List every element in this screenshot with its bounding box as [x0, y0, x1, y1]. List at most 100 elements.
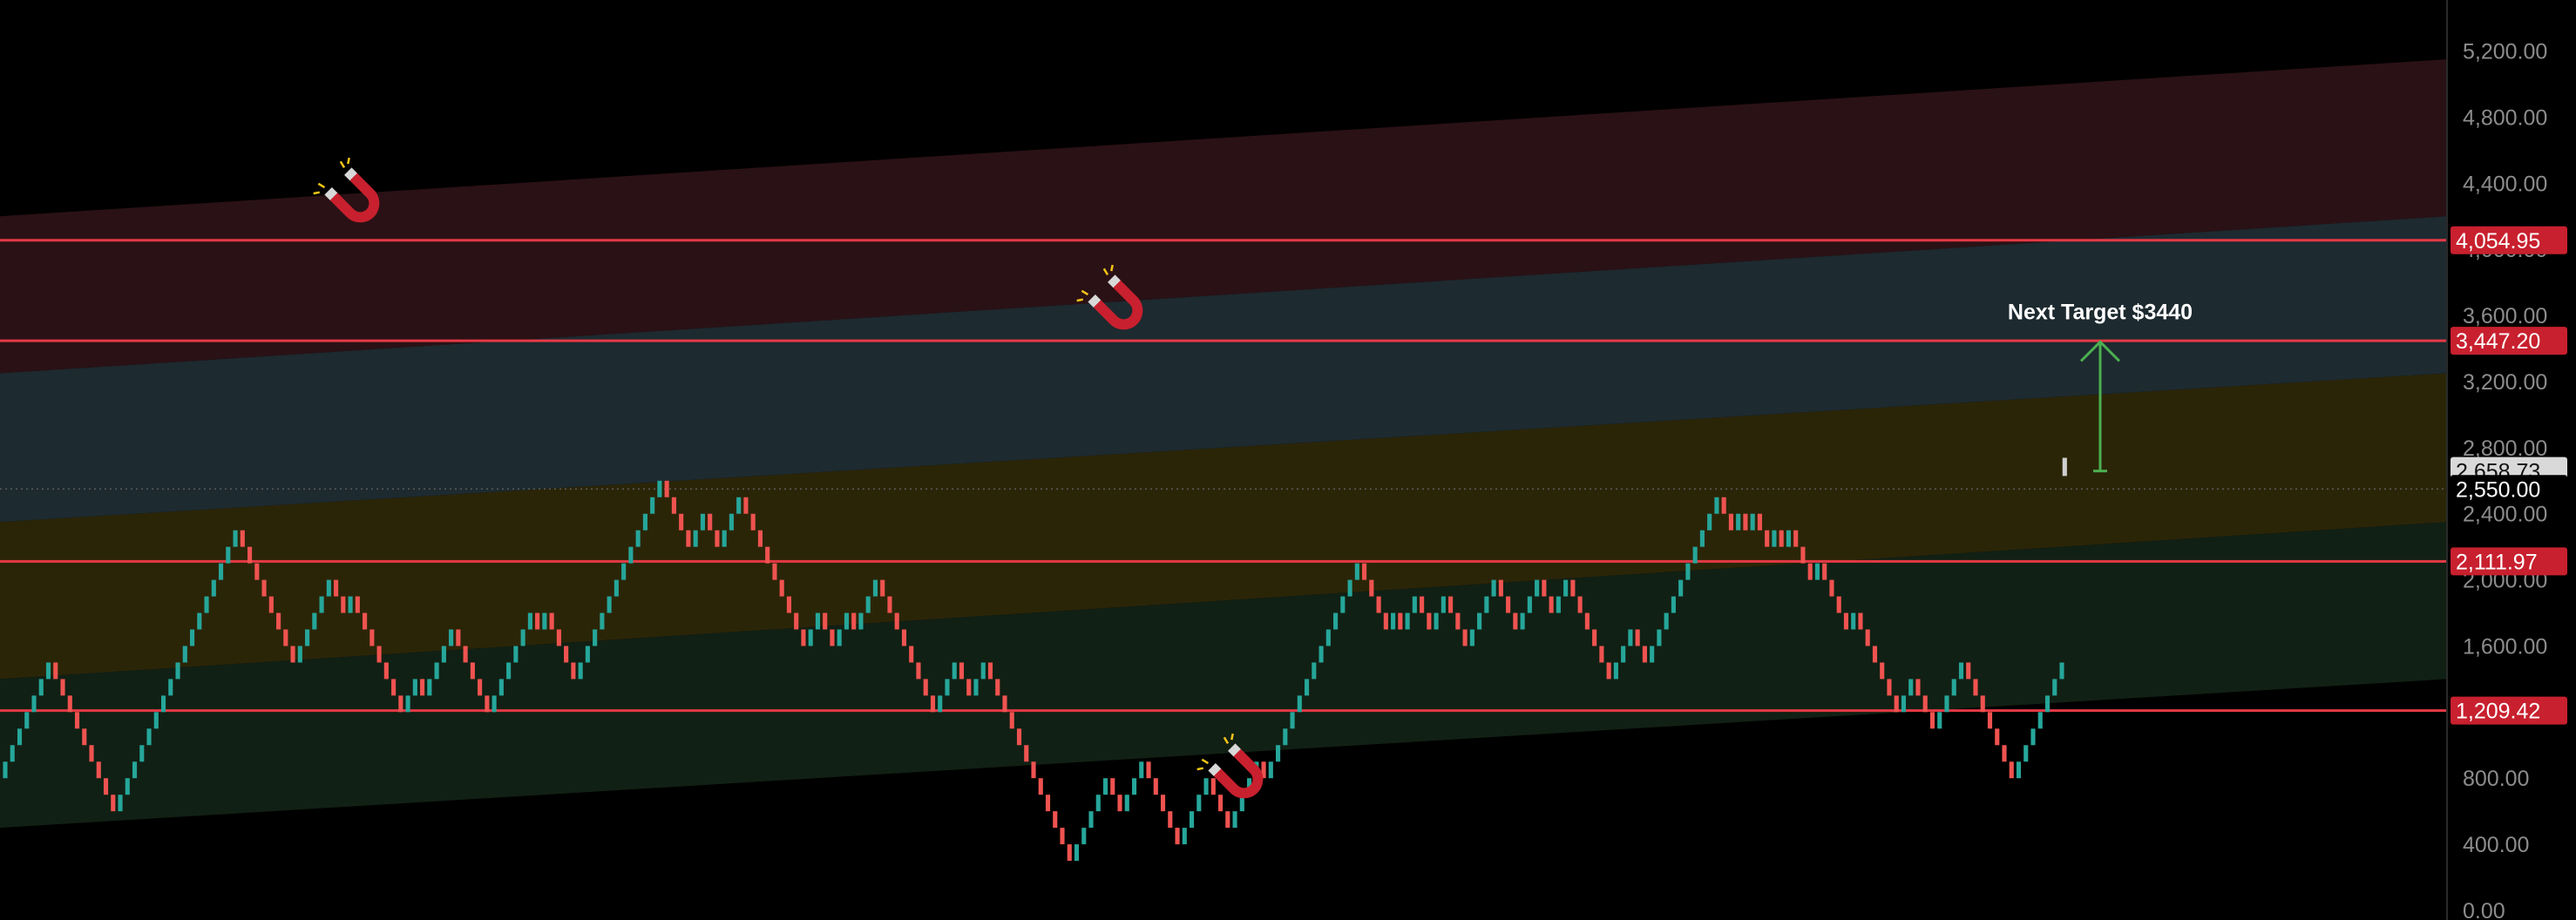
- renko-brick-down: [535, 612, 540, 630]
- renko-brick-down: [1606, 662, 1611, 680]
- renko-brick-up: [125, 778, 130, 795]
- renko-brick-down: [103, 778, 109, 795]
- renko-brick-up: [1131, 778, 1137, 795]
- renko-brick-up: [872, 579, 878, 597]
- renko-brick-down: [880, 579, 885, 597]
- renko-brick-up: [1333, 612, 1339, 630]
- renko-brick-up: [1305, 679, 1310, 696]
- renko-brick-down: [1513, 612, 1518, 630]
- renko-brick-up: [1081, 828, 1087, 845]
- renko-brick-down: [995, 679, 1000, 696]
- renko-brick-down: [89, 745, 94, 762]
- renko-brick-down: [1024, 745, 1029, 762]
- renko-brick-down: [1800, 546, 1806, 564]
- renko-brick-up: [2037, 712, 2043, 729]
- renko-brick-up: [441, 646, 446, 663]
- renko-brick-down: [383, 662, 389, 680]
- renko-brick-down: [1009, 712, 1014, 729]
- renko-brick-down: [1448, 596, 1454, 613]
- second-price-badge-bg: [2451, 475, 2567, 504]
- renko-brick-down: [823, 612, 828, 630]
- renko-brick-down: [261, 579, 267, 597]
- renko-brick-up: [938, 695, 943, 713]
- renko-brick-down: [779, 579, 784, 597]
- renko-brick-up: [1851, 612, 1856, 630]
- renko-brick-down: [74, 712, 80, 729]
- renko-brick-up: [1297, 695, 1302, 713]
- renko-brick-up: [693, 530, 698, 547]
- renko-brick-down: [930, 695, 936, 713]
- renko-brick-up: [729, 513, 734, 531]
- renko-brick-up: [1412, 596, 1417, 613]
- renko-brick-down: [369, 629, 375, 646]
- renko-brick-up: [297, 646, 302, 663]
- renko-brick-up: [1477, 612, 1482, 630]
- renko-brick-down: [1592, 629, 1597, 646]
- renko-brick-up: [319, 596, 324, 613]
- renko-brick-down: [376, 646, 382, 663]
- renko-brick-up: [2052, 679, 2057, 696]
- renko-brick-up: [1563, 579, 1569, 597]
- renko-brick-down: [1570, 579, 1576, 597]
- renko-brick-up: [1908, 679, 1914, 696]
- renko-brick-down: [82, 728, 87, 746]
- renko-brick-up: [2024, 745, 2029, 762]
- renko-brick-up: [211, 579, 216, 597]
- renko-brick-down: [1779, 530, 1784, 547]
- renko-brick-down: [1053, 811, 1058, 829]
- renko-brick-up: [1535, 579, 1540, 597]
- renko-brick-up: [628, 546, 634, 564]
- renko-brick-down: [1599, 646, 1604, 663]
- renko-brick-up: [865, 596, 871, 613]
- renko-brick-up: [621, 563, 627, 580]
- y-tick-label: 3,600.00: [2463, 304, 2547, 328]
- levels-layer: [0, 239, 2447, 713]
- renko-brick-up: [1434, 612, 1439, 630]
- renko-brick-down: [966, 679, 972, 696]
- renko-brick-down: [1880, 662, 1885, 680]
- renko-brick-up: [1613, 662, 1618, 680]
- renko-brick-up: [952, 662, 957, 680]
- renko-brick-up: [233, 530, 238, 547]
- renko-brick-up: [139, 745, 145, 762]
- renko-brick-down: [1420, 596, 1425, 613]
- level-badge-1-bg: [2451, 327, 2567, 355]
- renko-brick-down: [290, 646, 295, 663]
- renko-brick-up: [3, 761, 8, 779]
- renko-brick-down: [355, 596, 360, 613]
- renko-brick-down: [420, 679, 425, 696]
- renko-brick-up: [578, 662, 583, 680]
- renko-brick-down: [1153, 778, 1158, 795]
- renko-brick-down: [1002, 695, 1007, 713]
- renko-brick-up: [132, 761, 138, 779]
- y-tick-label: 400.00: [2463, 833, 2529, 857]
- renko-brick-down: [1168, 811, 1173, 829]
- renko-brick-down: [1542, 579, 1547, 597]
- renko-brick-down: [1757, 513, 1762, 531]
- renko-brick-up: [506, 662, 512, 680]
- renko-brick-down: [1383, 612, 1388, 630]
- renko-brick-up: [2016, 761, 2022, 779]
- y-tick-label: 4,800.00: [2463, 105, 2547, 130]
- renko-brick-down: [1584, 612, 1590, 630]
- magnet-icon: [1196, 733, 1264, 799]
- renko-brick-up: [2059, 662, 2064, 680]
- renko-brick-up: [434, 662, 439, 680]
- target-annotation: Next Target $3440: [2008, 300, 2193, 473]
- renko-brick-up: [218, 563, 224, 580]
- renko-brick-up: [613, 579, 619, 597]
- renko-brick-down: [916, 662, 921, 680]
- renko-brick-down: [1376, 596, 1381, 613]
- renko-brick-up: [1276, 745, 1281, 762]
- renko-brick-up: [808, 629, 813, 646]
- renko-brick-up: [1182, 828, 1187, 845]
- renko-brick-down: [715, 530, 720, 547]
- renko-brick-up: [837, 629, 842, 646]
- renko-brick-up: [1685, 563, 1691, 580]
- renko-brick-down: [1966, 662, 1971, 680]
- renko-brick-up: [1196, 795, 1202, 812]
- renko-brick-down: [1858, 612, 1863, 630]
- renko-brick-up: [2030, 728, 2036, 746]
- bands-layer: [0, 59, 2447, 829]
